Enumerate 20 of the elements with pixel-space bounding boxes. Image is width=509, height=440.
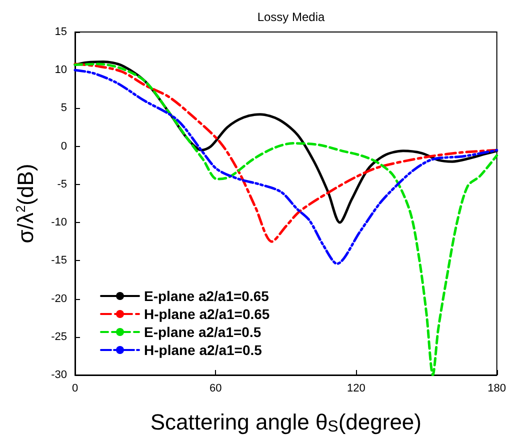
y-tick-label: 10 [54,64,67,76]
x-tick-label: 60 [209,382,222,394]
y-tick-label: -30 [51,369,67,381]
y-tick-label: -5 [57,178,67,190]
legend-label: E-plane a2/a1=0.65 [144,288,270,304]
y-tick-label: -20 [51,292,67,305]
chart-title: Lossy Media [257,10,326,24]
x-tick-label: 0 [72,382,78,394]
y-tick-label: -25 [51,330,67,343]
x-tick-label: 180 [488,382,506,394]
legend-label: H-plane a2/a1=0.5 [144,342,262,358]
y-tick-label: 5 [60,102,67,114]
legend-label: E-plane a2/a1=0.5 [144,324,262,340]
y-tick-label: -10 [51,216,67,229]
y-tick-label: 15 [54,26,67,38]
y-tick-label: 0 [60,140,67,152]
x-tick-label: 120 [347,382,366,394]
y-axis-title: σ/λ2(dB) [13,164,38,244]
legend-label: H-plane a2/a1=0.65 [144,306,270,322]
y-tick-label: -15 [51,254,67,267]
